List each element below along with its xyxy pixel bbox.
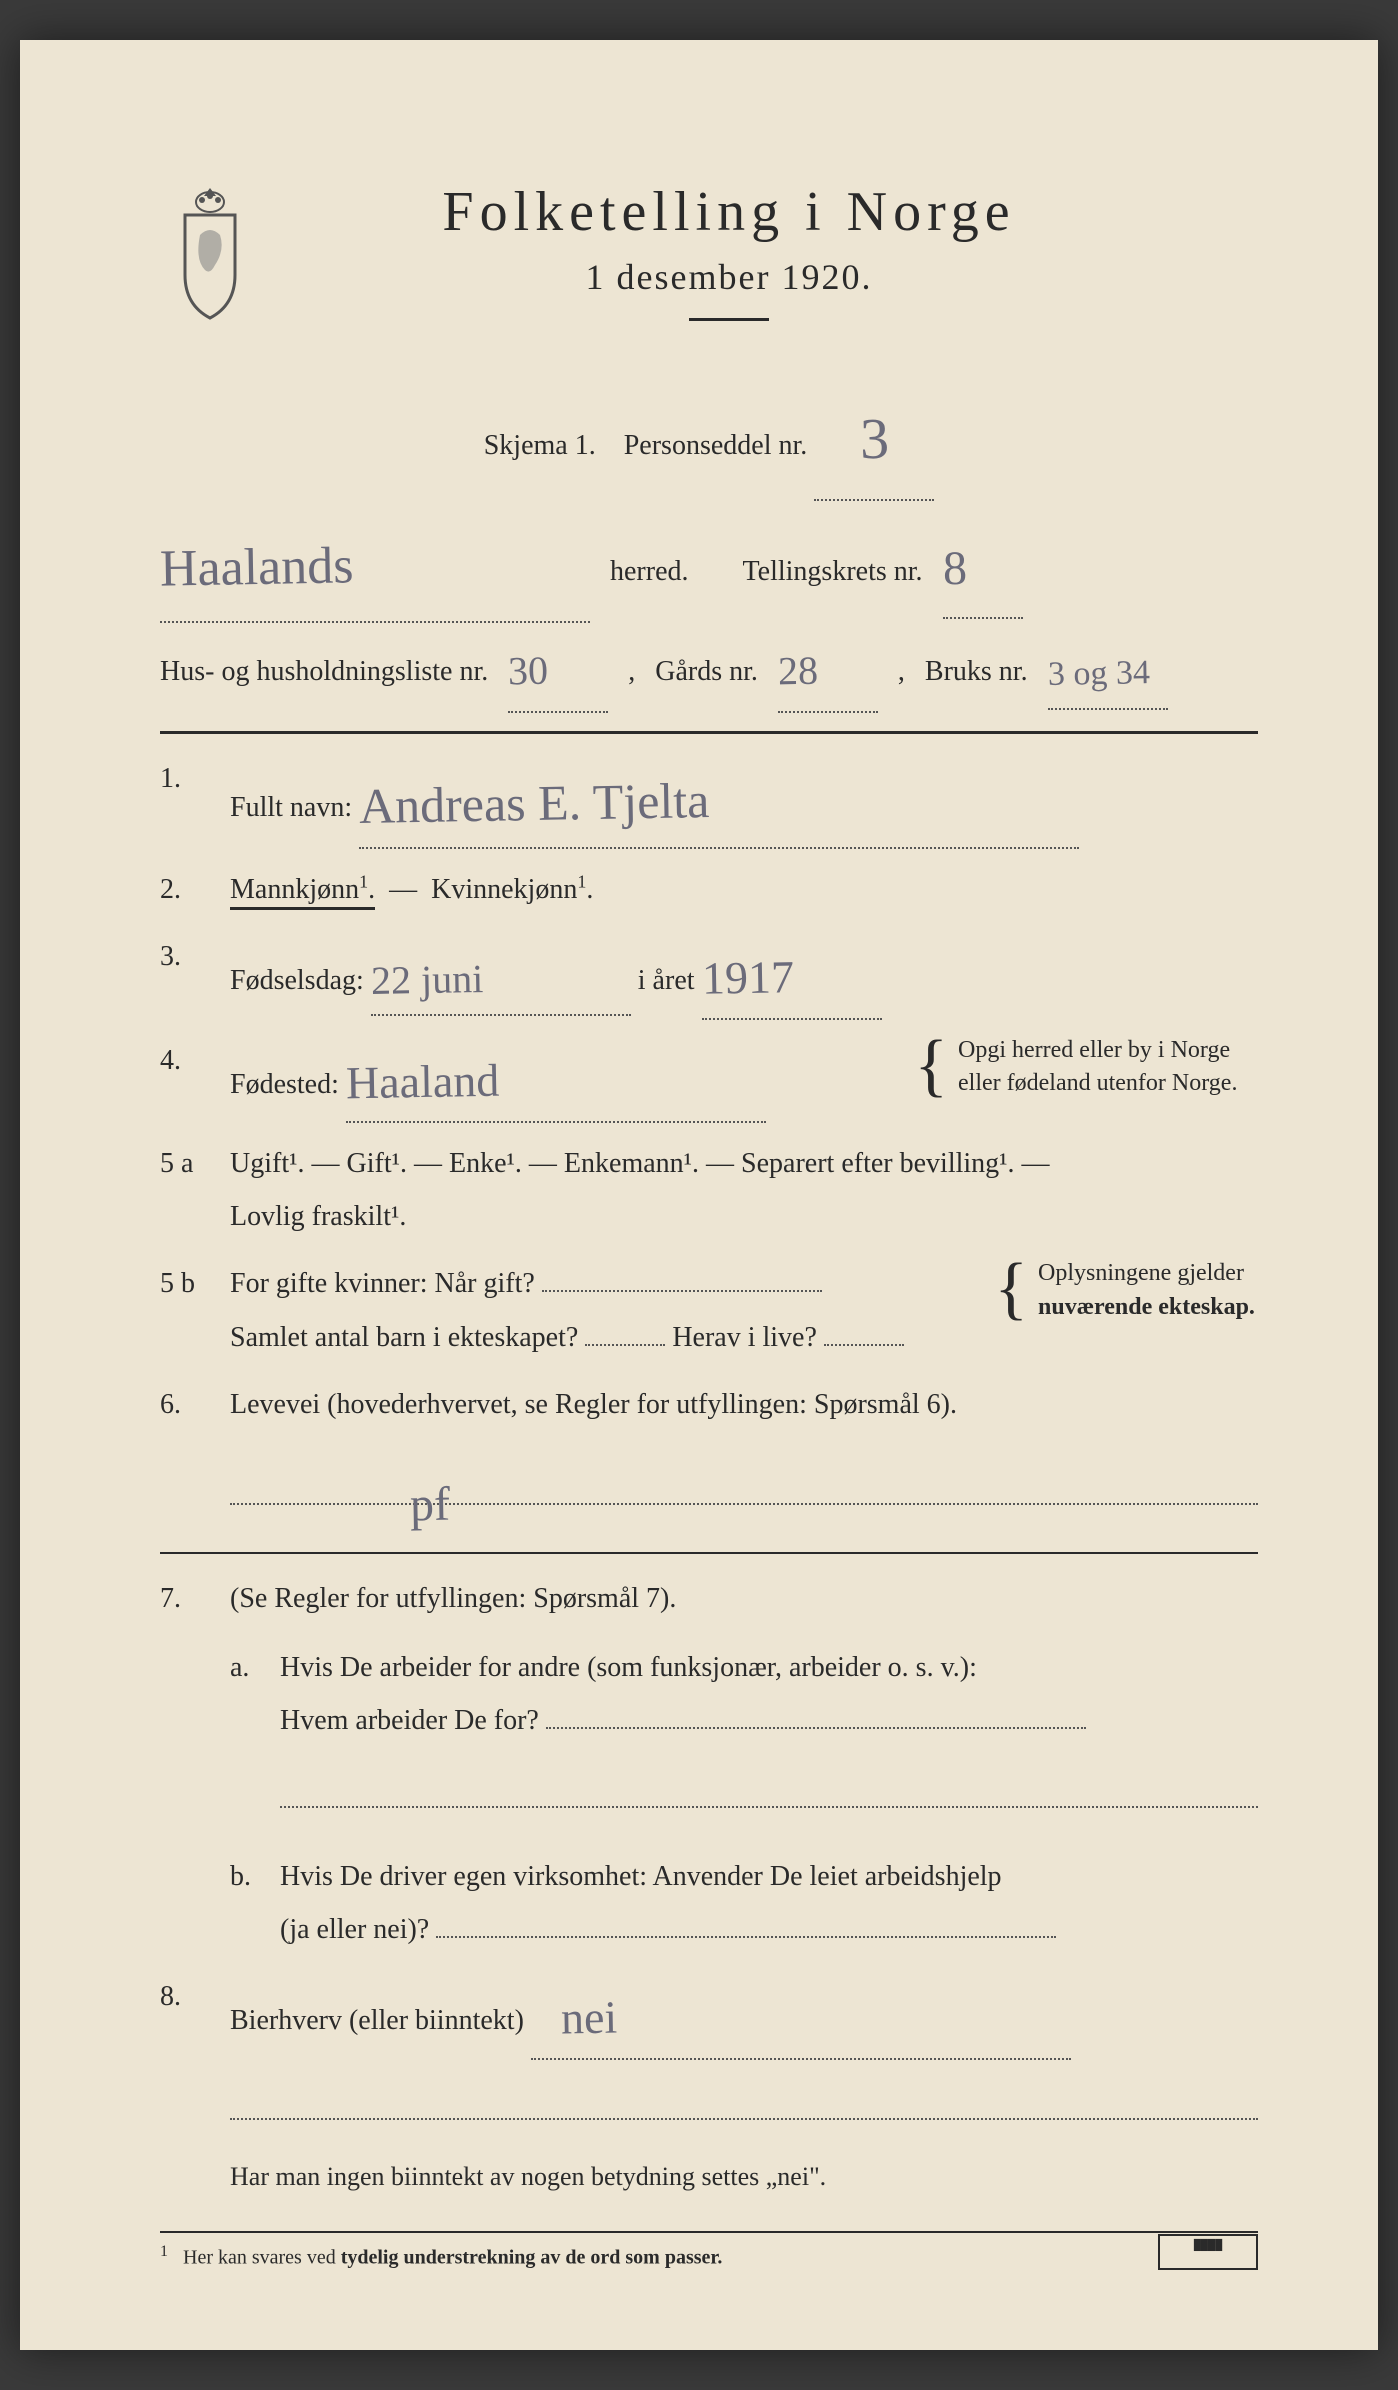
bruks-label: Bruks nr. [925, 641, 1028, 703]
personseddel-label: Personseddel nr. [624, 430, 808, 461]
question-2: 2. Mannkjønn1. — Kvinnekjønn1. [160, 863, 1258, 916]
bruks-value: 3 og 34 [1047, 636, 1150, 713]
meta-row-2: Haalands herred. Tellingskrets nr. 8 [160, 507, 1258, 623]
q6-text: Levevei (hovederhvervet, se Regler for u… [230, 1378, 1258, 1431]
q7b-label: b. [230, 1850, 280, 1956]
footnote-block: 1 Her kan svares ved tydelig understrekn… [160, 2231, 1258, 2270]
tellingskrets-label: Tellingskrets nr. [743, 541, 923, 603]
question-7: 7. (Se Regler for utfyllingen: Spørsmål … [160, 1572, 1258, 1956]
question-8: 8. Bierhverv (eller biinntekt) nei [160, 1970, 1258, 2138]
herred-value: Haalands [159, 509, 354, 627]
meta-row-1: Skjema 1. Personseddel nr. 3 [160, 371, 1258, 501]
q8-value: nei [560, 1974, 618, 2062]
q7-intro: (Se Regler for utfyllingen: Spørsmål 7). [230, 1572, 1258, 1625]
q3-day: 22 juni [370, 941, 484, 1019]
divider-2 [160, 1552, 1258, 1554]
q3-year-label: i året [638, 965, 695, 996]
question-6: 6. Levevei (hovederhvervet, se Regler fo… [160, 1378, 1258, 1534]
q5a-num: 5 a [160, 1137, 230, 1243]
q1-value: Andreas E. Tjelta [358, 753, 710, 854]
question-5b: 5 b For gifte kvinner: Når gift? Samlet … [160, 1257, 1258, 1363]
question-4: 4. Fødested: Haaland { Opgi herred eller… [160, 1034, 1258, 1123]
title-block: Folketelling i Norge 1 desember 1920. [300, 180, 1258, 341]
q4-note: Opgi herred eller by i Norge eller fødel… [958, 1034, 1258, 1101]
form-header: Folketelling i Norge 1 desember 1920. [160, 180, 1258, 341]
q7-num: 7. [160, 1572, 230, 1956]
q3-label: Fødselsdag: [230, 965, 364, 996]
meta-row-3: Hus- og husholdningsliste nr. 30 , Gårds… [160, 623, 1258, 713]
printer-stamp: ████ [1158, 2234, 1258, 2270]
q5b-line2a: Samlet antal barn i ekteskapet? [230, 1322, 578, 1353]
subtitle: 1 desember 1920. [300, 256, 1158, 298]
q3-num: 3. [160, 930, 230, 1019]
footnote-text: Her kan svares ved tydelig understreknin… [183, 2247, 722, 2269]
q8-label: Bierhverv (eller biinntekt) [230, 2005, 524, 2036]
herred-label: herred. [610, 541, 689, 603]
q7a-text2: Hvem arbeider De for? [280, 1705, 539, 1736]
q6-value: pf [409, 1459, 451, 1551]
q4-num: 4. [160, 1034, 230, 1123]
q4-value: Haaland [345, 1036, 500, 1126]
q7a-label: a. [230, 1641, 280, 1826]
q5a-text1: Ugift¹. — Gift¹. — Enke¹. — Enkemann¹. —… [230, 1137, 1258, 1190]
census-form-page: Folketelling i Norge 1 desember 1920. Sk… [20, 40, 1378, 2350]
q2-mann: Mannkjønn1. [230, 874, 375, 910]
q5b-note: Oplysningene gjelder nuværende ekteskap. [1038, 1257, 1258, 1363]
main-title: Folketelling i Norge [300, 180, 1158, 244]
question-3: 3. Fødselsdag: 22 juni i året 1917 [160, 930, 1258, 1019]
brace-icon-2: { [994, 1257, 1028, 1363]
divider-1 [160, 731, 1258, 734]
skjema-label: Skjema 1. [484, 430, 596, 461]
question-5a: 5 a Ugift¹. — Gift¹. — Enke¹. — Enkemann… [160, 1137, 1258, 1243]
bottom-note-row: Har man ingen biinntekt av nogen betydni… [160, 2152, 1258, 2201]
title-divider [689, 318, 769, 321]
brace-icon: { [914, 1034, 948, 1097]
q1-label: Fullt navn: [230, 792, 352, 823]
q1-num: 1. [160, 752, 230, 849]
husliste-label: Hus- og husholdningsliste nr. [160, 641, 488, 703]
q5b-line2b: Herav i live? [672, 1322, 817, 1353]
q2-num: 2. [160, 863, 230, 916]
husliste-value: 30 [507, 627, 549, 716]
q5b-line1: For gifte kvinner: Når gift? [230, 1268, 535, 1299]
gards-label: Gårds nr. [655, 641, 758, 703]
coat-of-arms-icon [160, 180, 260, 320]
tellingskrets-value: 8 [942, 515, 968, 621]
gards-value: 28 [777, 627, 819, 716]
question-1: 1. Fullt navn: Andreas E. Tjelta [160, 752, 1258, 849]
q5b-num: 5 b [160, 1257, 230, 1363]
q8-num: 8. [160, 1970, 230, 2138]
q7a-text1: Hvis De arbeider for andre (som funksjon… [280, 1641, 1258, 1694]
q3-year: 1917 [701, 933, 795, 1022]
q7b-text2: (ja eller nei)? [280, 1914, 429, 1945]
q6-num: 6. [160, 1378, 230, 1534]
q7b-text1: Hvis De driver egen virksomhet: Anvender… [280, 1850, 1258, 1903]
q5a-text2: Lovlig fraskilt¹. [230, 1190, 1258, 1243]
q2-kvinne: Kvinnekjønn1. [431, 874, 593, 905]
footnote-marker: 1 [160, 2243, 168, 2260]
bottom-note: Har man ingen biinntekt av nogen betydni… [230, 2152, 1258, 2201]
q4-label: Fødested: [230, 1069, 339, 1100]
personseddel-value: 3 [859, 375, 890, 503]
